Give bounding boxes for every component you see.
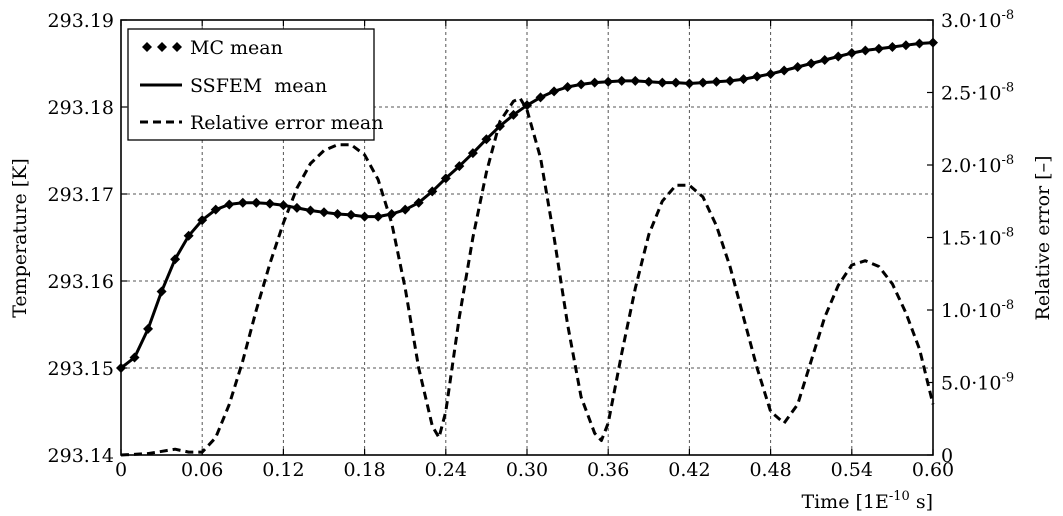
y-left-tick-label: 293.14 bbox=[48, 445, 114, 467]
data-point-mc-mean bbox=[549, 86, 560, 97]
data-point-mc-mean bbox=[887, 41, 898, 52]
y-right-tick-label: 1.0·10-8 bbox=[941, 298, 1014, 322]
data-point-mc-mean bbox=[224, 199, 235, 210]
x-tick-label: 0.48 bbox=[749, 459, 791, 481]
data-point-mc-mean bbox=[576, 79, 587, 90]
data-point-mc-mean bbox=[332, 209, 343, 220]
data-point-mc-mean bbox=[400, 204, 411, 215]
series-layer bbox=[116, 37, 938, 457]
data-point-mc-mean bbox=[657, 77, 668, 88]
data-point-mc-mean bbox=[467, 148, 478, 159]
data-point-mc-mean bbox=[251, 197, 262, 208]
y-right-tick-label: 5.0·10-9 bbox=[941, 371, 1014, 395]
data-point-mc-mean bbox=[210, 204, 221, 215]
x-axis-label: Time [1E-10 s] bbox=[801, 489, 933, 513]
data-point-mc-mean bbox=[562, 81, 573, 92]
x-tick-label: 0.42 bbox=[668, 459, 710, 481]
y-axis-left-label: Temperature [K] bbox=[9, 158, 31, 318]
x-tick-label: 0.12 bbox=[262, 459, 304, 481]
data-point-mc-mean bbox=[291, 202, 302, 213]
data-point-mc-mean bbox=[873, 43, 884, 54]
x-tick-label: 0.24 bbox=[425, 459, 467, 481]
x-tick-label: 0.36 bbox=[587, 459, 629, 481]
data-point-mc-mean bbox=[752, 71, 763, 82]
data-point-mc-mean bbox=[156, 286, 167, 297]
data-point-mc-mean bbox=[481, 134, 492, 145]
axis-ticks: 0 0.06 0.12 0.18 0.24 0.30 0.36 0.42 0.48 0.54 0.6… bbox=[48, 8, 1015, 481]
data-point-mc-mean bbox=[454, 161, 465, 172]
data-point-mc-mean bbox=[792, 61, 803, 72]
data-point-mc-mean bbox=[237, 197, 248, 208]
data-point-mc-mean bbox=[170, 254, 181, 265]
data-point-mc-mean bbox=[900, 40, 911, 51]
data-point-mc-mean bbox=[697, 77, 708, 88]
data-point-mc-mean bbox=[535, 92, 546, 103]
data-point-mc-mean bbox=[129, 352, 140, 363]
legend-label-relative-error-mean: Relative error mean bbox=[190, 112, 383, 134]
data-point-mc-mean bbox=[806, 58, 817, 69]
data-point-mc-mean bbox=[319, 207, 329, 218]
y-left-tick-label: 293.16 bbox=[48, 271, 114, 293]
data-point-mc-mean bbox=[494, 121, 505, 132]
y-right-tick-label: 2.5·10-8 bbox=[941, 81, 1014, 105]
legend: MC mean SSFEM mean Relative error mean bbox=[127, 28, 383, 141]
y-left-tick-label: 293.15 bbox=[48, 358, 114, 380]
data-point-mc-mean bbox=[143, 323, 154, 334]
data-point-mc-mean bbox=[278, 200, 289, 211]
y-left-tick-label: 293.18 bbox=[48, 97, 114, 119]
data-point-mc-mean bbox=[779, 65, 790, 76]
data-point-mc-mean bbox=[643, 76, 654, 87]
data-point-mc-mean bbox=[440, 173, 451, 184]
y-right-tick-label: 0 bbox=[941, 445, 953, 467]
data-point-mc-mean bbox=[833, 51, 844, 62]
data-point-mc-mean bbox=[819, 55, 830, 66]
y-axis-right-label: Relative error [–] bbox=[1032, 156, 1054, 321]
data-point-mc-mean bbox=[846, 48, 857, 59]
data-point-mc-mean bbox=[670, 77, 681, 88]
data-point-mc-mean bbox=[630, 75, 641, 86]
x-tick-label: 0.06 bbox=[181, 459, 223, 481]
x-axis-label-main: Time [1E bbox=[801, 491, 888, 513]
data-point-mc-mean bbox=[264, 198, 275, 209]
y-left-tick-label: 293.19 bbox=[48, 10, 114, 32]
data-point-mc-mean bbox=[197, 215, 208, 226]
legend-label-ssfem-mean: SSFEM mean bbox=[190, 75, 327, 97]
y-right-tick-label: 3.0·10-8 bbox=[941, 8, 1014, 32]
series-line-relative-error-mean bbox=[120, 96, 935, 457]
data-point-mc-mean bbox=[508, 109, 519, 120]
data-point-mc-mean bbox=[305, 205, 316, 216]
x-tick-label: 0.30 bbox=[506, 459, 548, 481]
y-axis-right-label-text: Relative error [–] bbox=[1032, 156, 1054, 321]
data-point-mc-mean bbox=[427, 186, 438, 197]
data-point-mc-mean bbox=[413, 197, 424, 208]
x-tick-label: 0.54 bbox=[831, 459, 873, 481]
data-point-mc-mean bbox=[725, 75, 735, 86]
data-point-mc-mean bbox=[603, 76, 614, 87]
y-left-tick-label: 293.17 bbox=[48, 184, 114, 206]
data-point-mc-mean bbox=[386, 209, 397, 220]
data-point-mc-mean bbox=[346, 209, 357, 220]
data-point-mc-mean bbox=[765, 68, 776, 79]
y-right-tick-label: 2.0·10-8 bbox=[941, 153, 1014, 177]
data-point-mc-mean bbox=[589, 77, 600, 88]
data-point-mc-mean bbox=[522, 100, 532, 111]
data-point-mc-mean bbox=[373, 211, 384, 222]
x-tick-label: 0.18 bbox=[343, 459, 385, 481]
data-point-mc-mean bbox=[711, 76, 722, 87]
data-point-mc-mean bbox=[359, 211, 370, 222]
legend-swatch-mc-mean bbox=[142, 42, 182, 52]
y-right-tick-label: 1.5·10-8 bbox=[941, 226, 1014, 250]
data-point-mc-mean bbox=[183, 230, 194, 241]
x-axis-label-exponent: -10 bbox=[889, 489, 910, 504]
data-point-mc-mean bbox=[738, 74, 749, 85]
x-tick-label: 0.60 bbox=[912, 459, 954, 481]
data-point-mc-mean bbox=[914, 38, 925, 49]
data-point-mc-mean bbox=[860, 45, 871, 56]
legend-label-mc-mean: MC mean bbox=[190, 37, 283, 59]
data-point-mc-mean bbox=[684, 78, 695, 89]
data-point-mc-mean bbox=[616, 75, 627, 86]
x-axis-label-tail: s] bbox=[910, 491, 933, 513]
x-tick-label: 0 bbox=[115, 459, 127, 481]
